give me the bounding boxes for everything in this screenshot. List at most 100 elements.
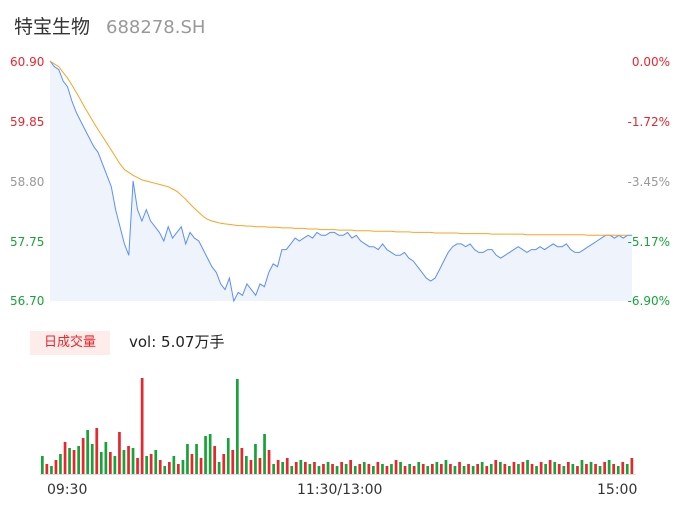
volume-bar (163, 466, 167, 474)
volume-bar (526, 460, 529, 474)
stock-header: 特宝生物 688278.SH (14, 12, 205, 40)
pct-label-4: -6.90% (627, 294, 670, 308)
volume-bar (136, 458, 139, 474)
volume-bar (489, 464, 493, 474)
volume-bar (372, 466, 375, 474)
volume-bar (512, 462, 516, 474)
volume-bar (86, 430, 89, 474)
volume-bar (344, 464, 348, 474)
volume-bar (172, 456, 176, 474)
volume-bar (276, 460, 280, 474)
pct-label-3: -5.17% (627, 235, 670, 249)
volume-badge: 日成交量 (30, 331, 110, 355)
volume-bar (231, 450, 235, 474)
volume-bar (394, 460, 398, 474)
volume-bar (95, 428, 99, 474)
volume-bar (254, 444, 257, 474)
volume-bar (317, 466, 321, 474)
volume-bar (263, 434, 266, 474)
volume-bar (621, 462, 625, 474)
volume-bar (131, 448, 135, 474)
volume-bar (213, 446, 216, 474)
volume-bar (236, 379, 239, 474)
volume-bar (63, 442, 67, 474)
volume-bar (594, 464, 597, 474)
volume-bar (217, 462, 221, 474)
volume-bar (417, 462, 421, 474)
volume-bar (539, 462, 543, 474)
volume-bar (480, 462, 484, 474)
volume-bar (598, 466, 602, 474)
volume-bar (467, 464, 470, 474)
volume-bar (603, 462, 606, 474)
volume-bar (304, 462, 307, 474)
volume-bar (458, 462, 461, 474)
volume-bar (281, 462, 284, 474)
price-label-1: 59.85 (10, 115, 45, 129)
volume-bar (158, 460, 162, 474)
volume-bar (426, 466, 430, 474)
volume-bar (571, 464, 575, 474)
volume-bar (290, 466, 294, 474)
volume-bar (476, 464, 479, 474)
volume-bar (186, 444, 189, 474)
volume-bar (453, 466, 457, 474)
volume-bar (567, 462, 570, 474)
price-label-3: 57.75 (10, 235, 45, 249)
volume-bar (72, 450, 76, 474)
volume-bar (557, 464, 561, 474)
time-label-open: 09:30 (47, 482, 88, 498)
volume-bar (326, 462, 330, 474)
pct-label-0: 0.00% (631, 55, 670, 69)
volume-bar (113, 456, 117, 474)
volume-bar (616, 466, 620, 474)
price-label-2: 58.80 (10, 175, 45, 189)
volume-bar (503, 464, 507, 474)
volume-bar (208, 434, 212, 474)
stock-code: 688278.SH (106, 17, 206, 38)
stock-name: 特宝生物 (14, 16, 91, 38)
volume-bar (240, 448, 244, 474)
volume-bar (122, 450, 126, 474)
volume-bar (308, 464, 312, 474)
volume-bar (367, 464, 371, 474)
volume-bar (118, 432, 121, 474)
volume-bar (272, 464, 275, 474)
volume-bar (195, 444, 198, 474)
volume-bar (149, 454, 153, 474)
volume-bar (553, 462, 557, 474)
volume-bar (517, 464, 520, 474)
volume-bar (548, 460, 552, 474)
volume-bar (299, 460, 303, 474)
volume-bar (381, 464, 384, 474)
volume-bar (353, 466, 357, 474)
volume-text: vol: 5.07万手 (129, 333, 225, 351)
volume-bar (630, 458, 634, 474)
volume-bar (249, 460, 253, 474)
volume-bar (625, 464, 629, 474)
volume-bar (385, 466, 389, 474)
volume-bar (390, 464, 393, 474)
volume-bar (45, 464, 49, 474)
volume-bar (521, 462, 525, 474)
volume-bar (399, 462, 402, 474)
volume-bar (335, 466, 339, 474)
volume-bar (431, 464, 434, 474)
price-line (49, 60, 632, 303)
volume-bar (585, 464, 588, 474)
volume-bar (544, 464, 547, 474)
volume-bar (508, 466, 511, 474)
price-area (50, 61, 632, 301)
volume-bar (576, 466, 579, 474)
volume-bar (258, 458, 262, 474)
volume-bar (199, 458, 203, 474)
volume-bar (440, 464, 443, 474)
volume-bar (145, 456, 148, 474)
volume-bar (90, 444, 94, 474)
volume-bar (127, 446, 130, 474)
volume-bar (109, 452, 112, 474)
volume-bar (294, 462, 298, 474)
volume-bar (81, 438, 85, 474)
volume-bar (485, 466, 489, 474)
